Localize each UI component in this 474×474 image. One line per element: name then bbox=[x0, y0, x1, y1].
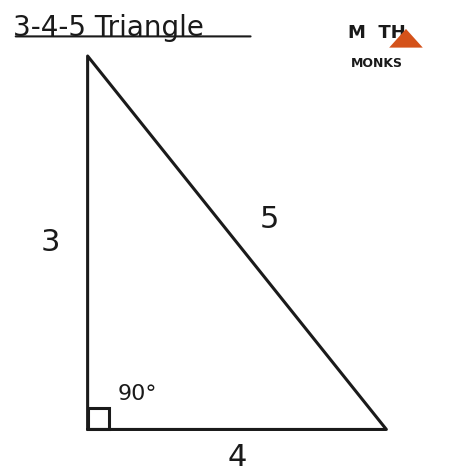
Text: MONKS: MONKS bbox=[351, 56, 403, 70]
Text: M  TH: M TH bbox=[348, 24, 406, 42]
Bar bbox=[88, 409, 109, 429]
Text: 90°: 90° bbox=[118, 384, 157, 404]
Text: 5: 5 bbox=[260, 205, 279, 234]
Text: 3-4-5 Triangle: 3-4-5 Triangle bbox=[13, 14, 204, 42]
Polygon shape bbox=[389, 29, 423, 47]
Text: 4: 4 bbox=[228, 443, 246, 472]
Text: 3: 3 bbox=[41, 228, 60, 257]
